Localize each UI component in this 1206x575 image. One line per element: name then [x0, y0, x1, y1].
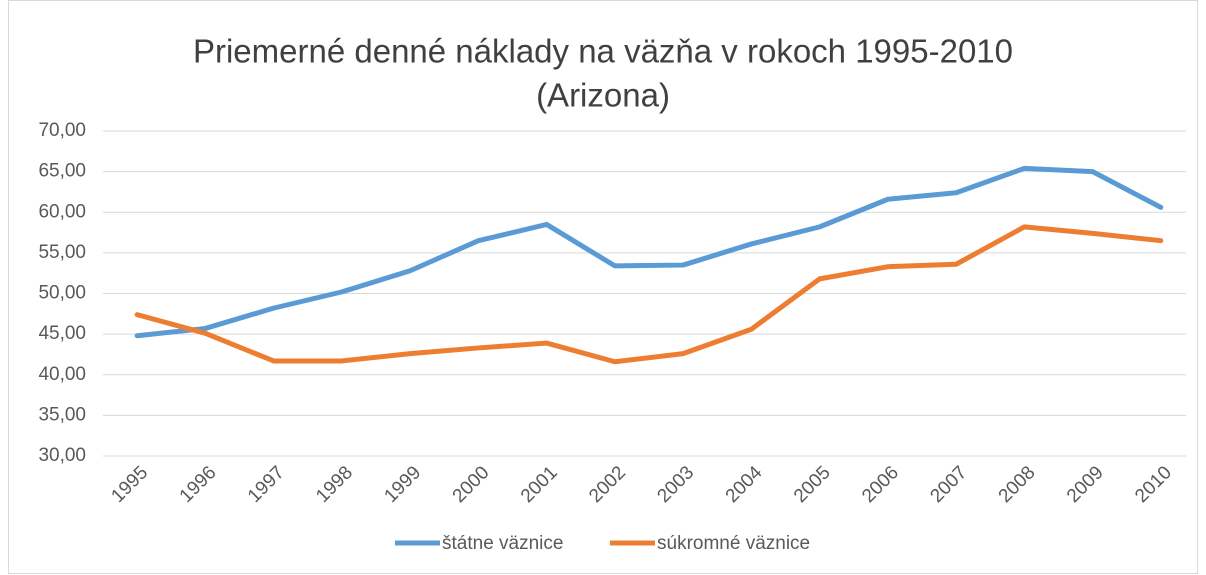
series-line	[134, 224, 1164, 365]
y-tick-label: 40,00	[38, 364, 86, 385]
y-tick-label: 35,00	[38, 404, 86, 425]
y-tick-label: 60,00	[38, 201, 86, 222]
legend-label: štátne väznice	[442, 533, 563, 554]
y-tick-label: 45,00	[38, 323, 86, 344]
y-tick-label: 55,00	[38, 242, 86, 263]
series-line	[134, 165, 1164, 339]
y-tick-label: 50,00	[38, 283, 86, 304]
chart-title: Priemerné denné náklady na väzňa v rokoc…	[193, 33, 1013, 70]
y-tick-label: 65,00	[38, 161, 86, 182]
y-tick-label: 70,00	[38, 120, 86, 141]
y-tick-label: 30,00	[38, 445, 86, 466]
legend-label: súkromné väznice	[657, 533, 810, 554]
chart-title: (Arizona)	[536, 77, 670, 114]
chart-border	[8, 0, 1198, 574]
